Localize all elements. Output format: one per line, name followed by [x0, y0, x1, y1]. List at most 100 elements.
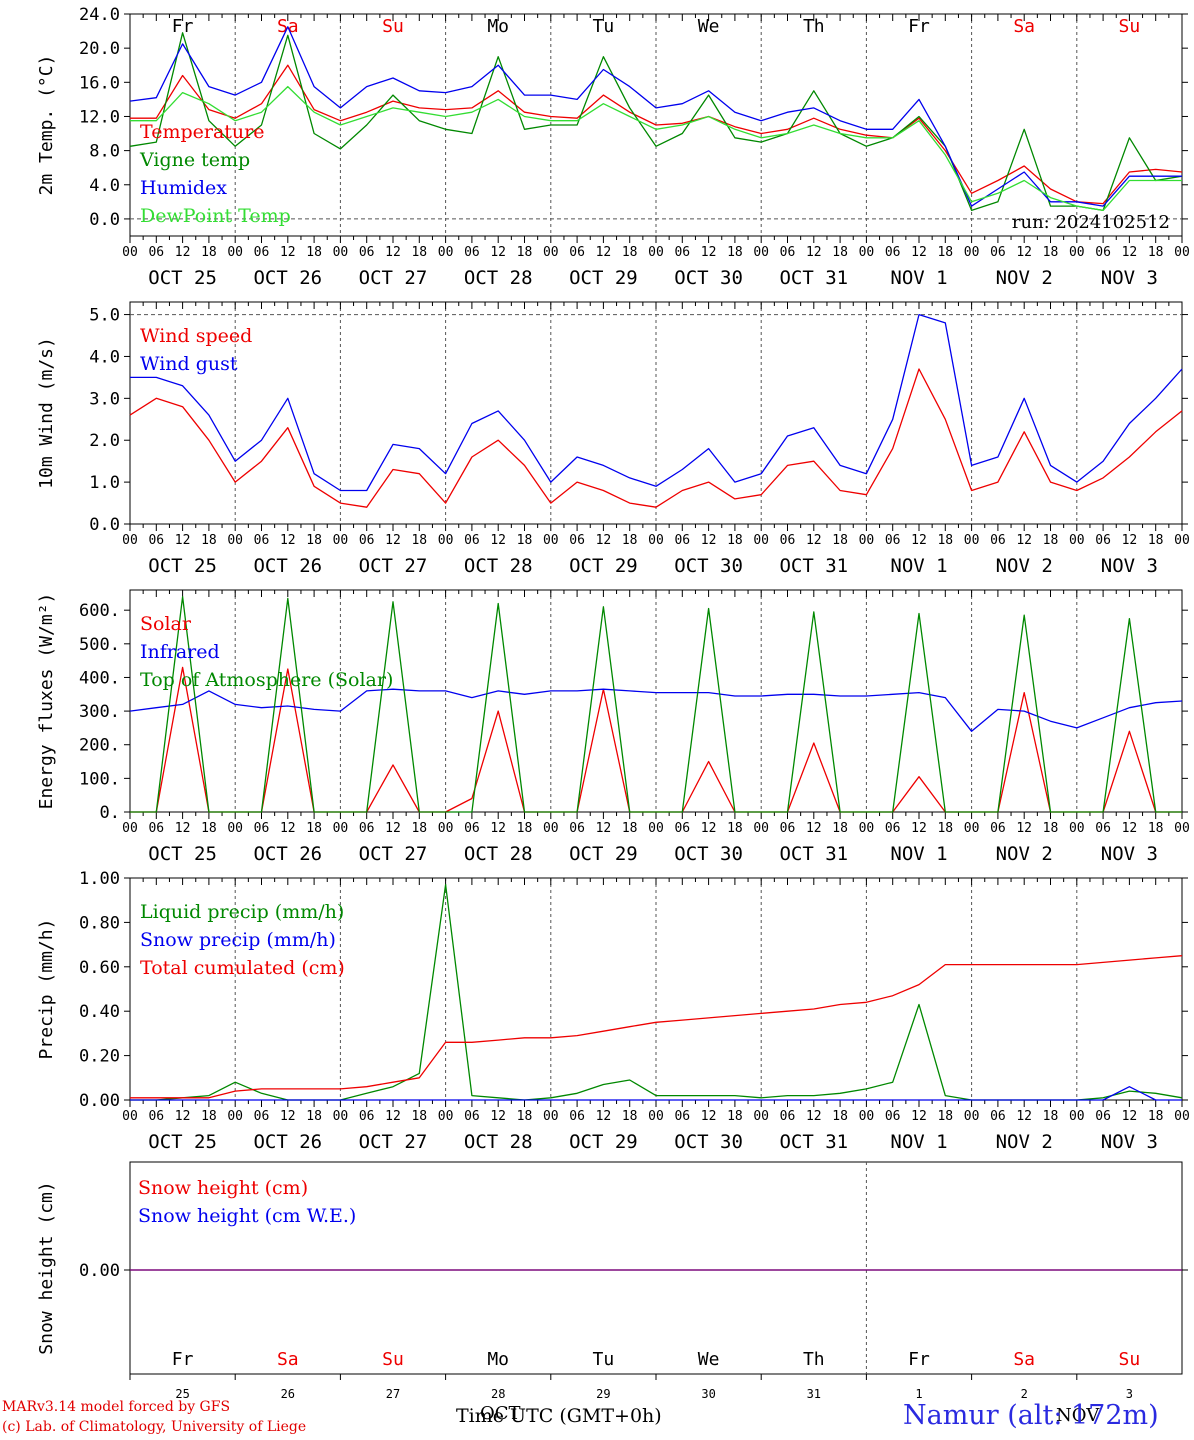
x-hour-label: 12 [806, 533, 822, 548]
x-hour-label: 18 [1043, 245, 1059, 260]
x-hour-label: 06 [359, 245, 375, 260]
x-date-label: OCT 25 [148, 1131, 217, 1153]
x-hour-label: 12 [1122, 1109, 1138, 1124]
y-tick-label: 1.00 [79, 869, 120, 889]
legend-entry: DewPoint Temp [140, 205, 291, 227]
x-hour-label: 12 [596, 1109, 612, 1124]
x-hour-label: 00 [438, 533, 454, 548]
x-hour-label: 00 [438, 1109, 454, 1124]
x-hour-label: 12 [806, 1109, 822, 1124]
y-axis-label: Precip (mm/h) [36, 919, 57, 1060]
x-hour-label: 18 [937, 245, 953, 260]
x-hour-label: 00 [1174, 821, 1190, 836]
x-hour-label: 12 [385, 245, 401, 260]
x-hour-label: 18 [1043, 821, 1059, 836]
x-hour-label: 12 [490, 533, 506, 548]
day-name-label: Tu [593, 1349, 615, 1370]
x-hour-label: 06 [674, 533, 690, 548]
day-number-label: 28 [491, 1387, 505, 1401]
x-hour-label: 00 [333, 245, 349, 260]
x-hour-label: 00 [1069, 821, 1085, 836]
y-tick-label: 0.20 [79, 1047, 120, 1067]
legend-entry: Wind gust [140, 353, 238, 375]
series-line [129, 368, 1183, 508]
legend-entry: Solar [140, 613, 192, 635]
x-date-label: OCT 31 [779, 267, 848, 289]
x-hour-label: 12 [806, 245, 822, 260]
x-hour-label: 00 [227, 245, 243, 260]
x-hour-label: 06 [148, 1109, 164, 1124]
x-hour-label: 12 [280, 821, 296, 836]
y-tick-label: 500. [79, 635, 120, 655]
x-date-label: OCT 27 [359, 555, 428, 577]
run-label: run: 2024102512 [1012, 212, 1170, 233]
legend-entry: Snow height (cm) [138, 1177, 308, 1199]
x-date-label: NOV 2 [996, 555, 1053, 577]
x-hour-label: 06 [254, 1109, 270, 1124]
x-date-label: OCT 30 [674, 267, 743, 289]
x-hour-label: 18 [411, 245, 427, 260]
y-tick-label: 0.80 [79, 913, 120, 933]
y-tick-label: 0.60 [79, 958, 120, 978]
x-hour-label: 18 [306, 821, 322, 836]
legend-entry: Snow precip (mm/h) [140, 929, 336, 951]
x-hour-label: 18 [937, 1109, 953, 1124]
y-tick-label: 100. [79, 769, 120, 789]
x-hour-label: 18 [832, 821, 848, 836]
x-date-label: OCT 29 [569, 843, 638, 865]
legend-entry: Wind speed [140, 325, 252, 347]
x-hour-label: 06 [569, 1109, 585, 1124]
day-number-label: 31 [807, 1387, 821, 1401]
x-hour-label: 00 [1174, 533, 1190, 548]
day-name-label: We [698, 16, 720, 37]
x-hour-label: 06 [990, 245, 1006, 260]
x-hour-label: 12 [701, 821, 717, 836]
x-date-label: NOV 2 [996, 843, 1053, 865]
x-hour-label: 00 [122, 1109, 138, 1124]
y-tick-label: 400. [79, 668, 120, 688]
y-axis-label: Snow height (cm) [36, 1181, 57, 1354]
x-hour-label: 06 [780, 533, 796, 548]
panel-4: 0.00 0.20 0.40 0.60 0.80 1.00 Precip (mm/h) 00 0… [36, 869, 1190, 1153]
x-hour-label: 18 [1148, 245, 1164, 260]
x-hour-label: 00 [1069, 1109, 1085, 1124]
x-hour-label: 12 [490, 245, 506, 260]
y-tick-label: 24.0 [79, 5, 120, 25]
day-name-label: Sa [1013, 16, 1035, 37]
x-hour-label: 12 [806, 821, 822, 836]
series-line [130, 955, 1183, 1099]
x-hour-label: 00 [227, 1109, 243, 1124]
x-hour-label: 18 [1148, 821, 1164, 836]
x-hour-label: 12 [596, 533, 612, 548]
x-date-label: OCT 30 [674, 843, 743, 865]
y-tick-label: 5.0 [89, 306, 120, 326]
station-label: Namur (alt: 172m) [903, 1400, 1159, 1431]
y-tick-label: 0.0 [89, 210, 120, 230]
x-hour-label: 12 [701, 1109, 717, 1124]
x-hour-label: 06 [990, 1109, 1006, 1124]
x-hour-label: 12 [490, 821, 506, 836]
x-hour-label: 00 [964, 1109, 980, 1124]
x-hour-label: 00 [1069, 245, 1085, 260]
x-hour-label: 00 [122, 821, 138, 836]
x-hour-label: 00 [648, 533, 664, 548]
day-number-label: 25 [175, 1387, 189, 1401]
x-hour-label: 18 [622, 533, 638, 548]
x-hour-label: 00 [964, 533, 980, 548]
legend-entry: Temperature [140, 121, 264, 143]
x-hour-label: 12 [1122, 821, 1138, 836]
x-hour-label: 06 [148, 821, 164, 836]
x-hour-label: 06 [464, 245, 480, 260]
y-tick-label: 0.00 [79, 1091, 120, 1111]
x-date-label: NOV 1 [890, 1131, 947, 1153]
x-hour-label: 18 [727, 1109, 743, 1124]
x-hour-label: 18 [201, 245, 217, 260]
x-date-label: NOV 3 [1101, 1131, 1158, 1153]
y-tick-label: 200. [79, 736, 120, 756]
x-hour-label: 06 [674, 1109, 690, 1124]
legend-entry: Snow height (cm W.E.) [138, 1205, 356, 1227]
x-hour-label: 12 [175, 1109, 191, 1124]
x-hour-label: 18 [832, 1109, 848, 1124]
y-tick-label: 20.0 [79, 39, 120, 59]
x-hour-label: 06 [885, 1109, 901, 1124]
